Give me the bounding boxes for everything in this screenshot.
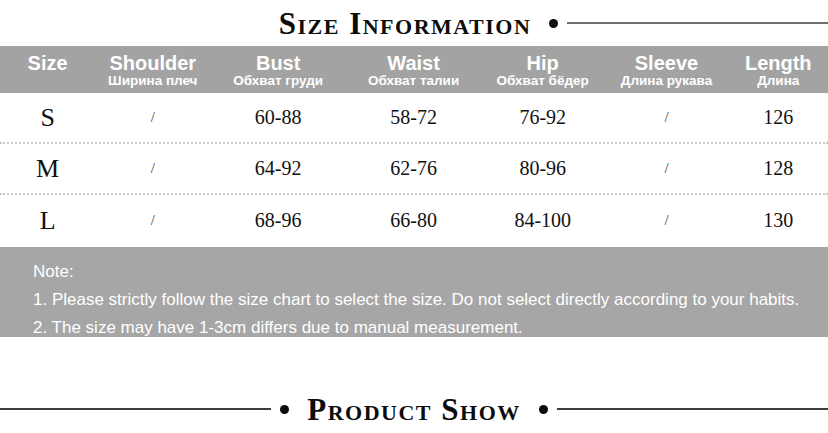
length-cell: 126 (729, 106, 828, 129)
column-header-en: Sleeve (604, 52, 728, 74)
column-header-hip: Hip Обхват бёдер (481, 50, 604, 90)
sleeve-cell: / (604, 109, 728, 126)
column-header-sleeve: Sleeve Длина рукава (604, 50, 728, 90)
product-show-title: Product Show (307, 394, 521, 425)
column-header-ru: Обхват талии (346, 74, 481, 90)
length-cell: 128 (729, 157, 828, 180)
column-header-en: Waist (346, 52, 481, 74)
column-header-en: Shoulder (95, 52, 210, 74)
divider-line (557, 408, 828, 410)
divider-line (567, 22, 828, 24)
note-title: Note: (33, 258, 818, 286)
size-cell: S (0, 103, 95, 133)
column-header-ru (0, 74, 95, 90)
table-row-size-s: S / 60-88 58-72 76-92 / 126 (0, 93, 828, 144)
title-divider-right (521, 405, 828, 414)
column-header-ru: Ширина плеч (95, 74, 210, 90)
bullet-dot (539, 405, 548, 414)
column-header-waist: Waist Обхват талии (346, 50, 481, 90)
sleeve-cell: / (604, 212, 728, 229)
hip-cell: 84-100 (481, 209, 604, 232)
size-cell: M (0, 154, 95, 184)
bust-cell: 68-96 (210, 209, 346, 232)
bust-cell: 60-88 (210, 106, 346, 129)
note-line-2: 2. The size may have 1-3cm differs due t… (33, 314, 818, 342)
size-information-page: Size Information Size Shoulder Ширина пл… (0, 0, 828, 433)
table-row-size-l: L / 68-96 66-80 84-100 / 130 (0, 195, 828, 246)
shoulder-cell: / (95, 109, 210, 126)
hip-cell: 76-92 (481, 106, 604, 129)
column-header-en: Size (0, 52, 95, 74)
waist-cell: 62-76 (346, 157, 481, 180)
table-row-size-m: M / 64-92 62-76 80-96 / 128 (0, 144, 828, 195)
column-header-length: Length Длина (729, 50, 828, 90)
sleeve-cell: / (604, 160, 728, 177)
bust-cell: 64-92 (210, 157, 346, 180)
length-cell: 130 (729, 209, 828, 232)
note-box: Note: 1. Please strictly follow the size… (0, 247, 828, 337)
note-line-1: 1. Please strictly follow the size chart… (33, 286, 818, 314)
product-show-header-row: Product Show (0, 387, 828, 431)
title-divider-left (0, 405, 307, 414)
column-header-ru: Обхват бёдер (481, 74, 604, 90)
column-header-en: Hip (481, 52, 604, 74)
column-header-en: Bust (210, 52, 346, 74)
shoulder-cell: / (95, 160, 210, 177)
title-divider-right (531, 19, 828, 28)
column-header-shoulder: Shoulder Ширина плеч (95, 50, 210, 90)
size-information-header-row: Size Information (0, 0, 828, 46)
size-table-header: Size Shoulder Ширина плеч Bust Обхват гр… (0, 46, 828, 93)
waist-cell: 58-72 (346, 106, 481, 129)
column-header-bust: Bust Обхват груди (210, 50, 346, 90)
hip-cell: 80-96 (481, 157, 604, 180)
column-header-en: Length (729, 52, 828, 74)
column-header-ru: Длина (729, 74, 828, 90)
size-information-title: Size Information (279, 8, 532, 39)
divider-line (0, 408, 271, 410)
bullet-dot (549, 19, 558, 28)
waist-cell: 66-80 (346, 209, 481, 232)
column-header-ru: Длина рукава (604, 74, 728, 90)
column-header-ru: Обхват груди (210, 74, 346, 90)
bullet-dot (280, 405, 289, 414)
shoulder-cell: / (95, 212, 210, 229)
column-header-size: Size (0, 50, 95, 90)
size-cell: L (0, 206, 95, 236)
